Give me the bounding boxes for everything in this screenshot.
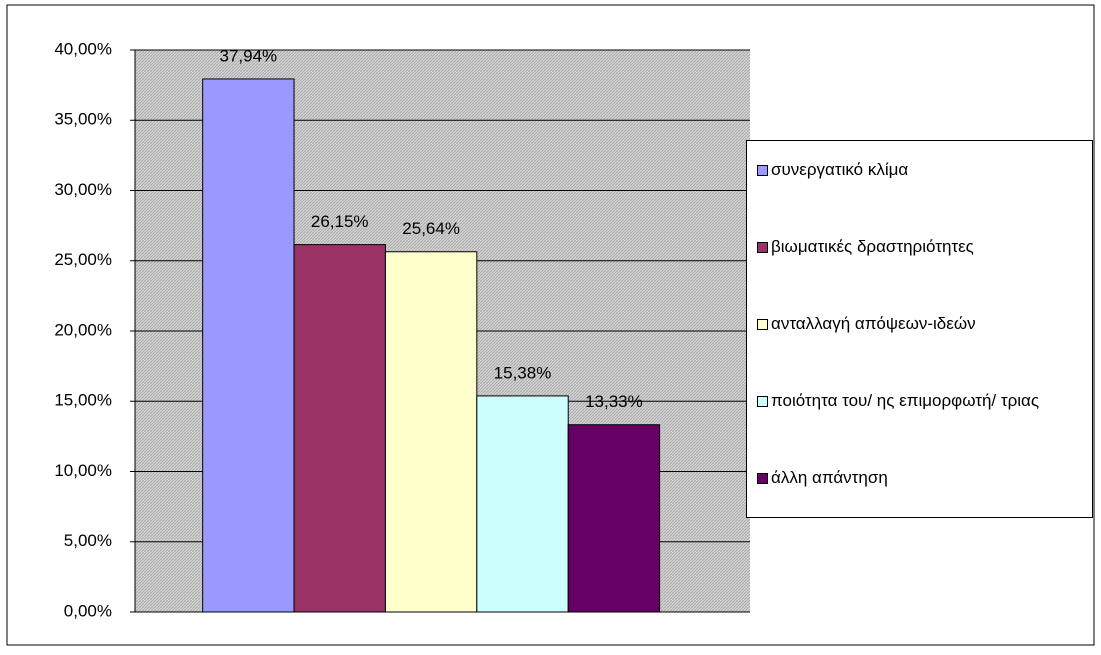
legend-swatch — [757, 242, 768, 253]
y-tick-label: 0,00% — [64, 601, 112, 620]
data-label: 26,15% — [311, 212, 369, 231]
y-tick-label: 30,00% — [54, 180, 112, 199]
bar — [293, 244, 386, 613]
y-tick-label: 20,00% — [54, 320, 112, 339]
bar — [476, 395, 569, 613]
y-tick-label: 35,00% — [54, 110, 112, 129]
legend-entry: άλλη απάντηση — [757, 467, 1101, 489]
y-tick-label: 5,00% — [64, 531, 112, 550]
legend-label: άλλη απάντηση — [771, 468, 888, 487]
legend-swatch — [757, 396, 768, 407]
y-tick-label: 25,00% — [54, 250, 112, 269]
legend-entry: συνεργατικό κλίμα — [757, 159, 1101, 181]
data-label: 37,94% — [220, 46, 278, 65]
legend-entry: βιωματικές δραστηριότητες — [757, 236, 1101, 258]
bar — [567, 424, 661, 613]
legend-label: συνεργατικό κλίμα — [771, 160, 909, 179]
y-tick-label: 40,00% — [54, 39, 112, 58]
legend-entry: ποιότητα του/ ης επιμορφωτή/ τριας — [757, 390, 1101, 412]
legend-swatch — [757, 319, 768, 330]
legend-label: ανταλλαγή απόψεων-ιδεών — [771, 314, 976, 333]
legend-entry: ανταλλαγή απόψεων-ιδεών — [757, 313, 1101, 335]
data-label: 15,38% — [494, 363, 552, 382]
legend-label: βιωματικές δραστηριότητες — [771, 237, 974, 256]
legend-swatch — [757, 473, 768, 484]
data-label: 13,33% — [585, 392, 643, 411]
y-tick-label: 10,00% — [54, 461, 112, 480]
bar — [384, 251, 478, 613]
data-label: 25,64% — [402, 219, 460, 238]
bar — [202, 78, 295, 613]
legend-swatch — [757, 165, 768, 176]
legend-label: ποιότητα του/ ης επιμορφωτή/ τριας — [771, 391, 1040, 410]
y-tick-label: 15,00% — [54, 391, 112, 410]
legend: συνεργατικό κλίμα βιωματικές δραστηριότητ… — [746, 140, 1093, 518]
